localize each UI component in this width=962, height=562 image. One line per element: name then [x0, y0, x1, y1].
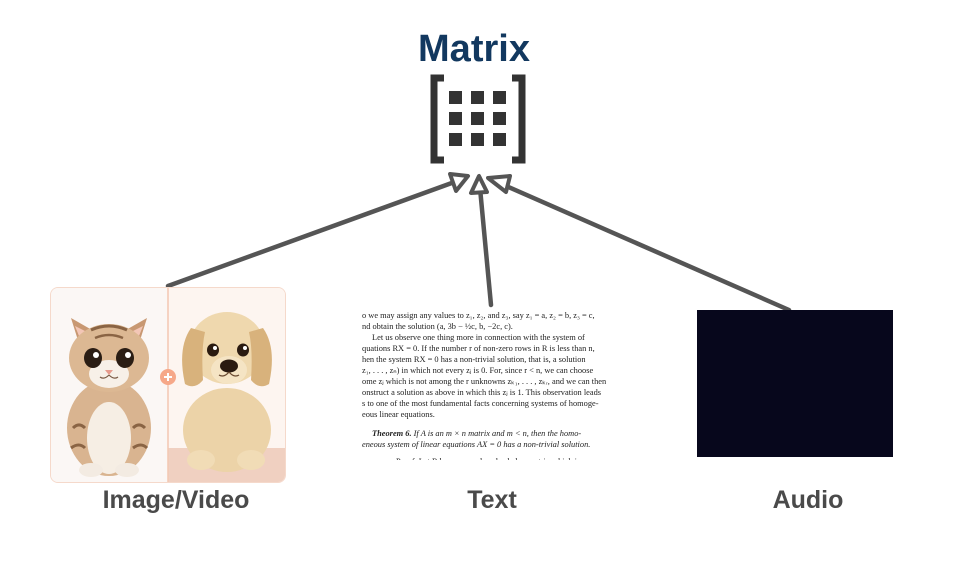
arrowhead-image	[448, 172, 470, 193]
doc-line: o we may assign any values to z₁, z₂, an…	[362, 311, 595, 320]
puppy	[182, 312, 272, 472]
matrix-cell-0-1	[471, 91, 484, 104]
text-document-sample: o we may assign any values to z₁, z₂, an…	[362, 310, 612, 460]
matrix-cell-2-0	[449, 133, 462, 146]
matrix-cell-2-1	[471, 133, 484, 146]
waveform-bars	[701, 337, 889, 409]
doc-line: z₁, . . . , zₙ) in which not every zⱼ is…	[362, 366, 594, 375]
matrix-cell-1-1	[471, 112, 484, 125]
doc-line: nd obtain the solution (a, 3b − ½c, b, −…	[362, 322, 513, 331]
matrix-cell-0-2	[493, 91, 506, 104]
diagram-title: Matrix	[418, 28, 530, 70]
matrix-cell-1-2	[493, 112, 506, 125]
arrow-audio-to-matrix	[494, 179, 792, 313]
doc-line: ome zⱼ which is not among the r unknowns…	[362, 377, 607, 386]
label-text: Text	[467, 486, 517, 514]
label-audio: Audio	[772, 486, 844, 514]
matrix-cell-2-2	[493, 133, 506, 146]
audio-sample	[697, 310, 893, 457]
arrow-image-to-matrix	[165, 177, 463, 289]
doc-line: s to one of the most fundamental facts c…	[362, 399, 599, 408]
label-image-video: Image/Video	[102, 486, 250, 514]
doc-line: eous linear equations.	[362, 410, 435, 419]
matrix-icon	[430, 74, 526, 164]
arrow-text-to-matrix	[477, 185, 494, 308]
doc-line: Let us observe one thing more in connect…	[372, 333, 585, 342]
theorem-line: Theorem 6. If A is an m × n matrix and m…	[362, 428, 612, 439]
kitten-puppy-picture	[51, 288, 285, 482]
arrowhead-audio	[486, 174, 512, 194]
doc-line: onstruct a solution as above in which th…	[362, 388, 602, 397]
theorem-line: eneous system of linear equations AX = 0…	[362, 440, 591, 449]
theorem-heading: Theorem 6.	[372, 429, 412, 438]
matrix-right-bracket	[512, 74, 526, 164]
image-video-sample	[50, 287, 286, 483]
plus-icon	[160, 369, 176, 385]
theorem-text: If A is an m × n matrix and m < n, then …	[411, 429, 582, 438]
arrowhead-text	[469, 174, 489, 195]
doc-line: quations RX = 0. If the number r of non-…	[362, 344, 595, 353]
audio-waveform	[701, 337, 889, 409]
matrix-cell-1-0	[449, 112, 462, 125]
doc-line: hen the system RX = 0 has a non-trivial …	[362, 355, 586, 364]
kitten	[67, 318, 151, 477]
matrix-left-bracket	[430, 74, 444, 164]
matrix-cell-0-0	[449, 91, 462, 104]
matrix-cells	[449, 91, 506, 146]
proof-line: Proof. Let R be a row-reduced echelon ma…	[362, 456, 612, 460]
